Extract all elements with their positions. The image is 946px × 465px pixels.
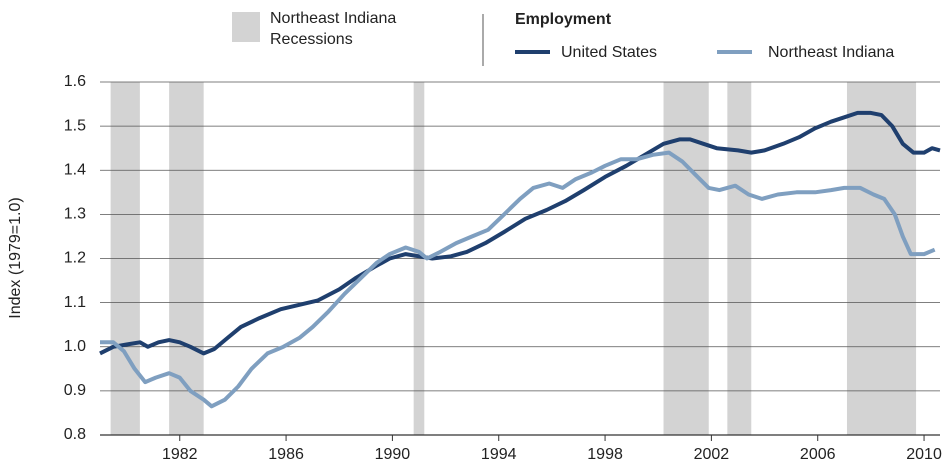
- x-tick-label: 2010: [906, 446, 942, 463]
- legend-title: Employment: [515, 11, 612, 28]
- legend-label: United States: [561, 44, 657, 61]
- x-tick-label: 1990: [375, 446, 411, 463]
- x-tick-label: 2006: [800, 446, 836, 463]
- legend-recession-label-box: Northeast Indiana Recessions: [270, 10, 397, 48]
- y-axis-label: Index (1979=1.0): [7, 197, 24, 318]
- legend-label: Northeast Indiana: [768, 44, 894, 61]
- series-line: [100, 150, 936, 409]
- y-tick-label: 1.2: [64, 250, 86, 267]
- legend-recession-swatch: [232, 12, 260, 42]
- y-tick-label: 0.8: [64, 426, 86, 443]
- y-tick-label: 1.3: [64, 206, 86, 223]
- y-tick-label: 1.0: [64, 338, 86, 355]
- legend: Northeast Indiana Recessions Employment …: [232, 10, 894, 66]
- series-line: [99, 110, 941, 356]
- x-tick-label: 1998: [587, 446, 623, 463]
- legend-recession-label: Northeast Indiana Recessions: [270, 10, 397, 48]
- x-tick-label: 2002: [694, 446, 730, 463]
- x-tick-label: 1986: [268, 446, 304, 463]
- y-tick-label: 1.4: [64, 161, 86, 178]
- y-tick-label: 1.5: [64, 117, 86, 134]
- x-tick-label: 1994: [481, 446, 517, 463]
- y-tick-label: 1.1: [64, 294, 86, 311]
- y-tick-label: 1.6: [64, 73, 86, 90]
- y-tick-label: 0.9: [64, 382, 86, 399]
- x-tick-label: 1982: [162, 446, 198, 463]
